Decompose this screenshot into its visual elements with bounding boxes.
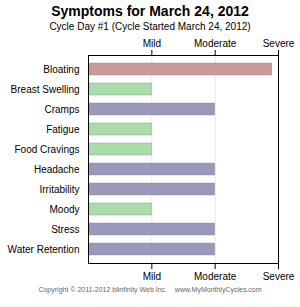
svg-text:Moody: Moody [49, 204, 79, 215]
html-text:Copyright © 2011-2012 blinfini: Copyright © 2011-2012 blinfinity Web Inc… [38, 286, 262, 293]
svg-text:Water Retention: Water Retention [8, 244, 80, 255]
svg-text:Severe: Severe [263, 38, 295, 49]
svg-text:Moderate: Moderate [194, 271, 237, 282]
svg-text:Moderate: Moderate [194, 38, 237, 49]
svg-text:Mild: Mild [143, 38, 161, 49]
svg-text:Severe: Severe [263, 271, 295, 282]
svg-text:Mild: Mild [143, 271, 161, 282]
html-text:Cycle Day #1 (Cycle Started Ma: Cycle Day #1 (Cycle Started March 24, 20… [49, 21, 251, 32]
svg-text:Cramps: Cramps [44, 104, 79, 115]
svg-text:Fatigue: Fatigue [46, 124, 80, 135]
svg-text:Stress: Stress [51, 224, 79, 235]
svg-text:Breast Swelling: Breast Swelling [11, 84, 80, 95]
svg-text:Bloating: Bloating [43, 64, 79, 75]
html-text:Symptoms for March 24, 2012: Symptoms for March 24, 2012 [51, 3, 249, 19]
svg-text:Food Cravings: Food Cravings [14, 144, 79, 155]
svg-text:Irritability: Irritability [39, 184, 79, 195]
svg-text:Headache: Headache [34, 164, 80, 175]
